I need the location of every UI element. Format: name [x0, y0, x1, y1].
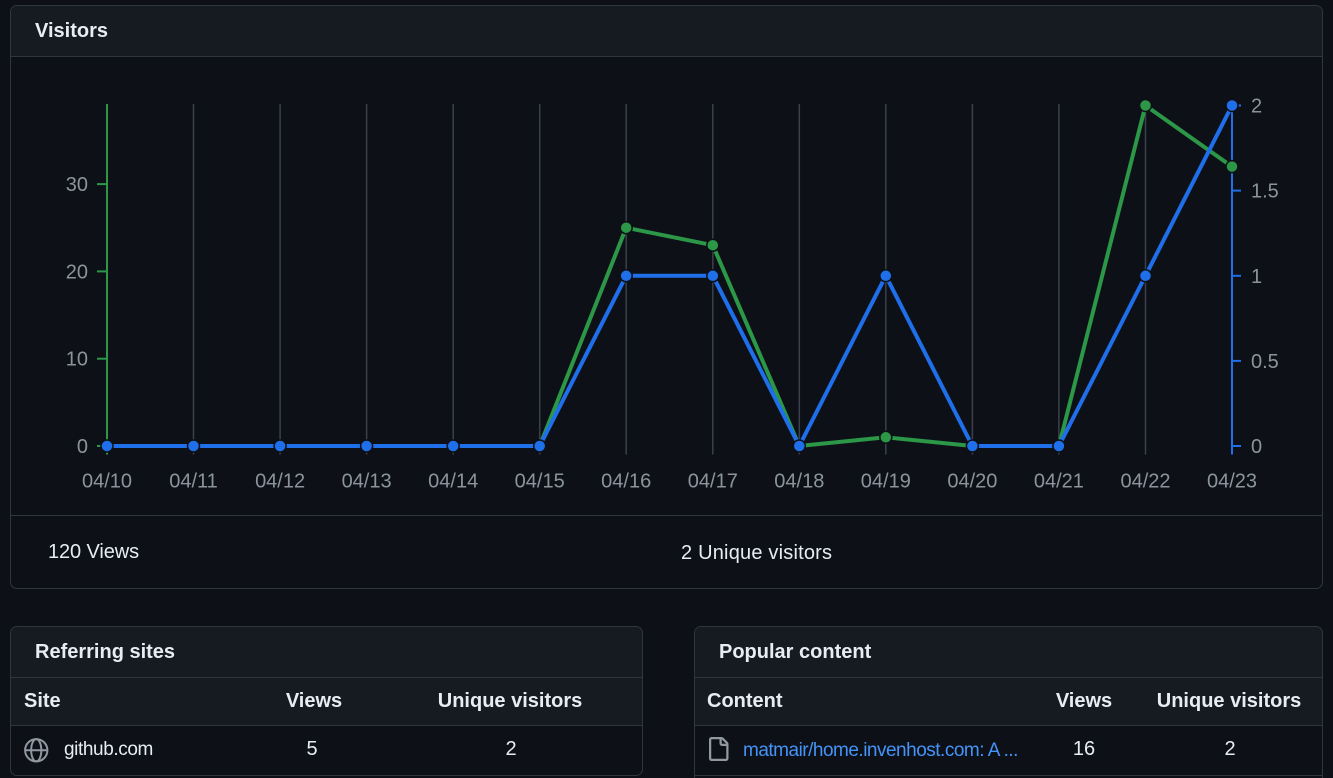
- svg-text:04/23: 04/23: [1207, 471, 1257, 493]
- svg-text:04/10: 04/10: [82, 471, 132, 493]
- svg-text:0.5: 0.5: [1251, 351, 1279, 373]
- svg-text:04/14: 04/14: [428, 471, 478, 493]
- svg-text:0: 0: [77, 436, 88, 458]
- svg-text:20: 20: [66, 261, 88, 283]
- svg-text:1.5: 1.5: [1251, 181, 1279, 203]
- svg-text:04/12: 04/12: [255, 471, 305, 493]
- svg-text:04/11: 04/11: [169, 471, 218, 493]
- svg-text:04/16: 04/16: [601, 471, 651, 493]
- svg-text:1: 1: [1251, 266, 1262, 288]
- svg-text:04/20: 04/20: [947, 471, 997, 493]
- svg-text:04/18: 04/18: [774, 471, 824, 493]
- svg-text:04/19: 04/19: [861, 471, 911, 493]
- svg-text:2: 2: [1251, 96, 1262, 118]
- svg-text:30: 30: [66, 174, 88, 196]
- svg-text:10: 10: [66, 349, 88, 371]
- svg-text:04/15: 04/15: [515, 471, 565, 493]
- svg-text:04/22: 04/22: [1120, 471, 1170, 493]
- svg-text:04/13: 04/13: [342, 471, 392, 493]
- svg-text:04/21: 04/21: [1034, 471, 1084, 493]
- svg-text:0: 0: [1251, 436, 1262, 458]
- svg-text:04/17: 04/17: [688, 471, 738, 493]
